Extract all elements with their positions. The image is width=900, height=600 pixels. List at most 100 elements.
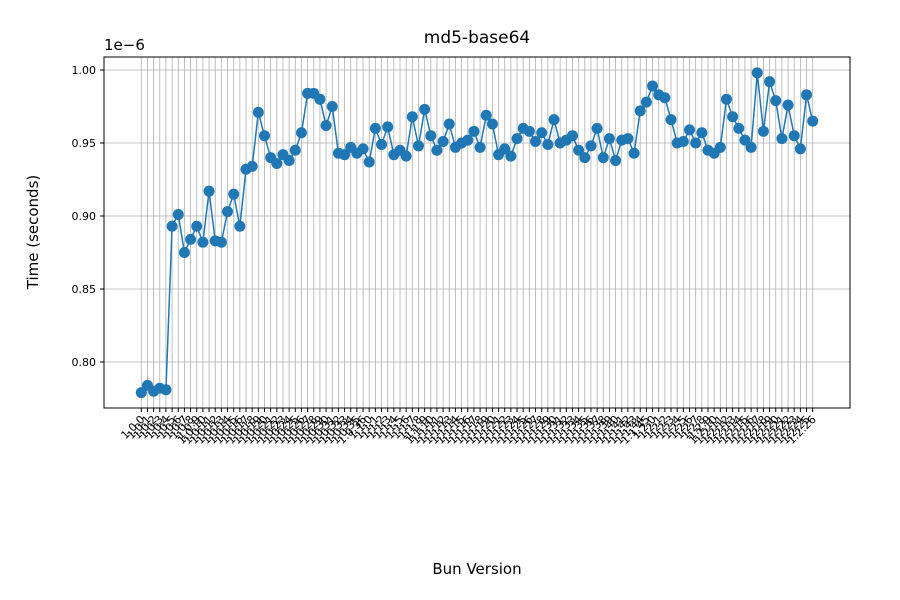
data-point [647, 80, 659, 92]
data-point [665, 114, 677, 126]
data-point [566, 130, 578, 142]
data-point [628, 147, 640, 159]
chart-title: md5-base64 [424, 28, 530, 48]
data-point [363, 156, 375, 168]
data-point [178, 247, 190, 259]
data-point [511, 133, 523, 145]
data-point [228, 188, 240, 200]
data-point [271, 157, 283, 169]
data-point [739, 134, 751, 146]
data-point [474, 141, 486, 153]
data-point [684, 124, 696, 136]
data-point [172, 209, 184, 221]
data-point [369, 122, 381, 134]
data-point [597, 152, 609, 164]
data-point [751, 67, 763, 79]
data-point [314, 93, 326, 105]
x-axis-label: Bun Version [432, 560, 521, 578]
data-point [807, 115, 819, 127]
data-point [486, 118, 498, 130]
data-point [720, 93, 732, 105]
y-tick-label: 0.95 [72, 137, 97, 150]
data-point [215, 236, 227, 248]
y-axis-label: Time (seconds) [24, 175, 42, 291]
data-point [339, 149, 351, 161]
data-point [579, 152, 591, 164]
data-point [585, 140, 597, 152]
data-point [659, 92, 671, 104]
data-point [197, 236, 209, 248]
data-point [295, 127, 307, 139]
data-point [634, 105, 646, 117]
data-point [610, 155, 622, 167]
data-point [252, 106, 264, 118]
data-point [376, 138, 388, 150]
y-tick-label: 0.80 [72, 356, 97, 369]
data-point [573, 144, 585, 156]
data-point [357, 143, 369, 155]
data-point [382, 121, 394, 133]
data-point [776, 133, 788, 145]
data-point [431, 144, 443, 156]
data-point [622, 133, 634, 145]
data-point [788, 130, 800, 142]
data-point [591, 122, 603, 134]
data-point [733, 122, 745, 134]
data-point [677, 136, 689, 148]
data-point [770, 95, 782, 107]
data-point [222, 206, 234, 218]
data-point [523, 125, 535, 137]
data-point [696, 127, 708, 139]
data-point [640, 96, 652, 108]
data-point [542, 138, 554, 150]
data-point [412, 140, 424, 152]
data-point [425, 130, 437, 142]
data-point [690, 137, 702, 149]
data-point [764, 76, 776, 88]
data-point [499, 143, 511, 155]
data-point [234, 220, 246, 232]
data-point [320, 119, 332, 131]
data-point [258, 130, 270, 142]
data-point [530, 136, 542, 148]
data-point [548, 114, 560, 126]
y-tick-label: 1.00 [72, 64, 97, 77]
data-point [468, 125, 480, 137]
data-point [505, 150, 517, 162]
data-point [289, 144, 301, 156]
data-point [406, 111, 418, 123]
grid [104, 57, 850, 408]
data-point [727, 111, 739, 123]
plot-frame [103, 56, 851, 409]
data-point [166, 220, 178, 232]
data-point [714, 141, 726, 153]
data-point [462, 134, 474, 146]
data-point [203, 185, 215, 197]
data-point [135, 387, 147, 399]
y-offset-label: 1e−6 [104, 36, 145, 54]
data-point [480, 109, 492, 121]
data-point [603, 133, 615, 145]
data-point [443, 118, 455, 130]
data-point [801, 89, 813, 101]
data-point [794, 143, 806, 155]
data-point [437, 136, 449, 148]
y-tick-label: 0.85 [72, 283, 97, 296]
y-tick-label: 0.90 [72, 210, 97, 223]
data-point [745, 141, 757, 153]
data-point [185, 233, 197, 245]
data-point [283, 155, 295, 167]
data-point [536, 127, 548, 139]
plot [135, 67, 819, 399]
data-point [419, 103, 431, 115]
data-point [191, 220, 203, 232]
data-point [757, 125, 769, 137]
data-point [400, 150, 412, 162]
data-point [326, 100, 338, 112]
data-point [782, 99, 794, 111]
tick-labels: 0.800.850.900.951.001.0.01.0.11.0.21.0.3… [72, 64, 819, 447]
data-point [160, 384, 172, 396]
data-point [246, 160, 258, 172]
